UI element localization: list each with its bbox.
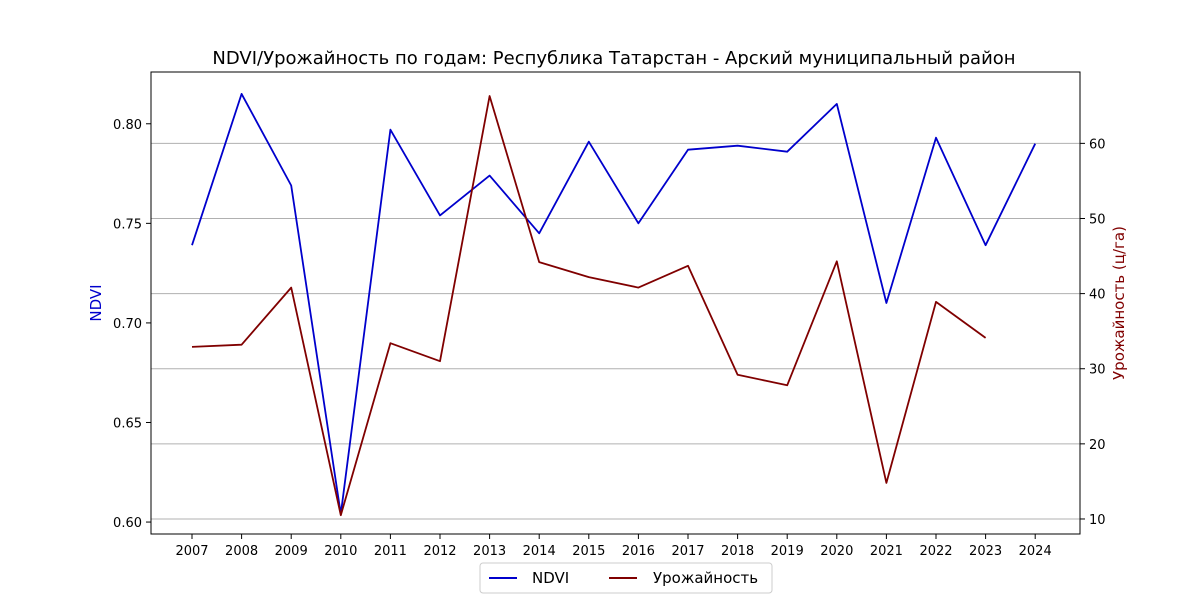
x-tick-label: 2017: [671, 544, 704, 559]
y-right-tick-label: 60: [1089, 137, 1106, 152]
y-axis-right: 10 20 30 40 50 60: [1080, 137, 1106, 528]
y-axis-left-label: NDVI: [87, 284, 105, 321]
legend-label-ndvi: NDVI: [532, 569, 569, 587]
chart-title: NDVI/Урожайность по годам: Республика Та…: [212, 48, 1015, 69]
y-right-tick-label: 20: [1089, 438, 1106, 453]
x-axis: 2007 2008 2009 2010 2011 2012 2013 2014 2015 2016…: [175, 534, 1052, 559]
series-lines: [191, 93, 1037, 517]
series-line-ndvi: [191, 93, 1037, 515]
y-left-tick-label: 0.70: [113, 317, 142, 332]
x-tick-label: 2020: [820, 544, 853, 559]
y-axis-left: 0.60 0.65 0.70 0.75 0.80: [113, 118, 151, 531]
x-tick-label: 2022: [919, 544, 952, 559]
x-tick-label: 2015: [572, 544, 605, 559]
x-tick-label: 2023: [969, 544, 1002, 559]
x-tick-label: 2021: [870, 544, 903, 559]
y-left-tick-label: 0.65: [113, 416, 142, 431]
y-right-tick-label: 40: [1089, 288, 1106, 303]
y-right-tick-label: 50: [1089, 212, 1106, 227]
x-tick-label: 2010: [324, 544, 357, 559]
y-right-tick-label: 30: [1089, 363, 1106, 378]
x-tick-label: 2013: [473, 544, 506, 559]
x-tick-label: 2019: [771, 544, 804, 559]
legend: NDVI Урожайность: [479, 562, 773, 594]
x-tick-label: 2008: [225, 544, 258, 559]
legend-label-yield: Урожайность: [653, 569, 758, 587]
grid-lines: [151, 142, 1080, 520]
x-tick-label: 2024: [1019, 544, 1052, 559]
series-line-yield: [191, 95, 987, 517]
y-left-tick-label: 0.75: [113, 217, 142, 232]
plot-frame: [150, 71, 1081, 535]
y-axis-right-label: Урожайность (ц/га): [1110, 226, 1128, 380]
y-right-tick-label: 10: [1089, 513, 1106, 528]
x-tick-label: 2014: [523, 544, 556, 559]
x-tick-label: 2012: [423, 544, 456, 559]
x-tick-label: 2007: [175, 544, 208, 559]
y-left-tick-label: 0.80: [113, 118, 142, 133]
x-tick-label: 2018: [721, 544, 754, 559]
x-tick-label: 2016: [622, 544, 655, 559]
x-tick-label: 2009: [275, 544, 308, 559]
y-left-tick-label: 0.60: [113, 516, 142, 531]
x-tick-label: 2011: [374, 544, 407, 559]
